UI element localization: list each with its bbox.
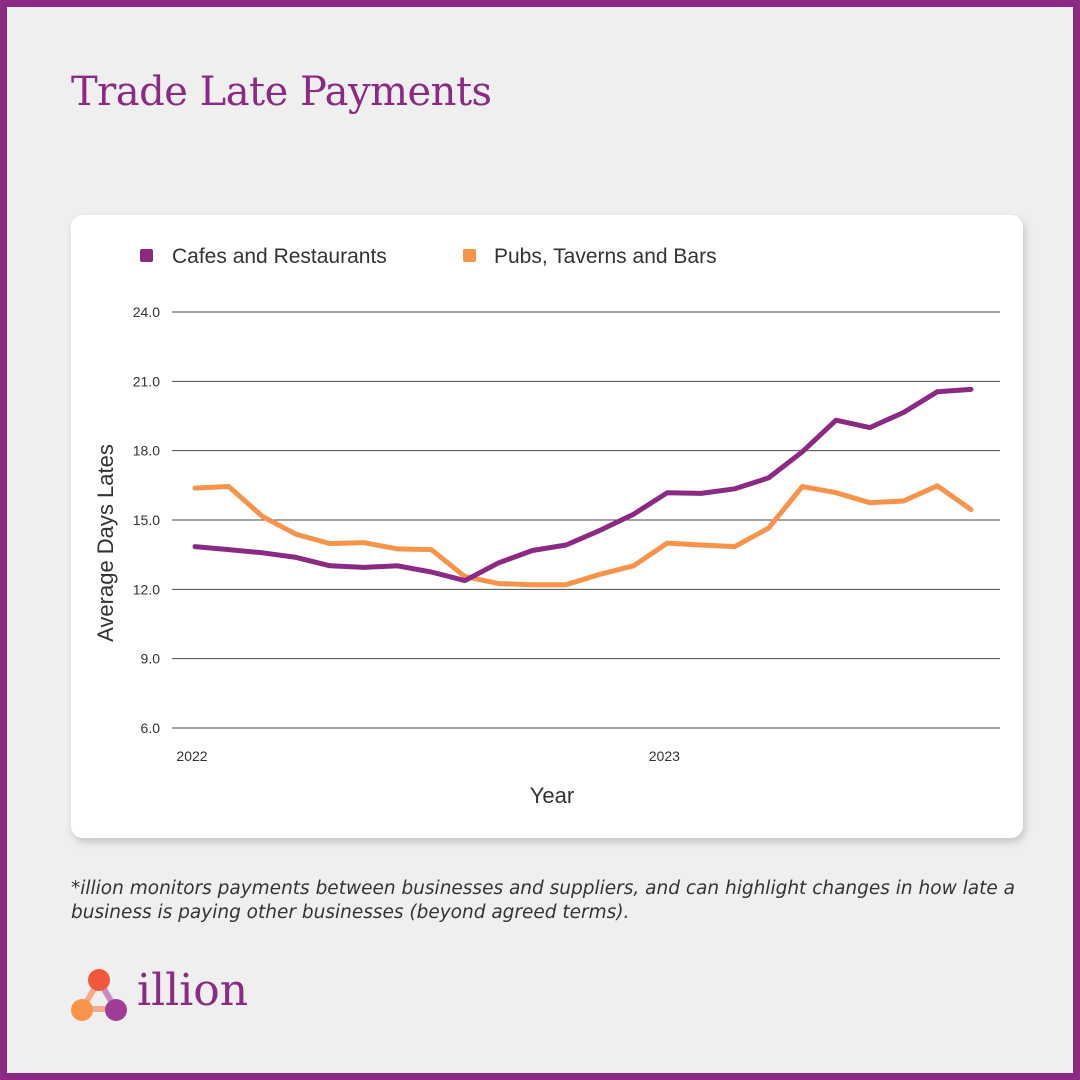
legend-swatch-pubs <box>463 249 476 262</box>
illion-wordmark: illion <box>137 965 249 1016</box>
y-tick-label: 6.0 <box>141 720 161 736</box>
x-axis-title: Year <box>530 783 574 808</box>
gridlines <box>172 311 1000 729</box>
y-tick-label: 9.0 <box>141 651 161 667</box>
y-tick-label: 12.0 <box>133 581 160 597</box>
legend-label-cafes: Cafes and Restaurants <box>172 245 387 268</box>
line-chart: Cafes and Restaurants Pubs, Taverns and … <box>93 245 1000 808</box>
page-title: Trade Late Payments <box>71 69 492 115</box>
series-line-pubs <box>192 483 974 588</box>
x-tick-label: 2023 <box>649 748 680 764</box>
chart-card: Cafes and Restaurants Pubs, Taverns and … <box>71 215 1023 838</box>
y-axis-title: Average Days Lates <box>93 444 118 642</box>
y-axis-ticks: 24.0 21.0 18.0 15.0 12.0 9.0 6.0 <box>133 304 160 736</box>
x-tick-label: 2022 <box>176 748 207 764</box>
y-tick-label: 18.0 <box>133 443 160 459</box>
y-tick-label: 15.0 <box>133 512 160 528</box>
x-axis-ticks: 2022 2023 <box>176 748 680 764</box>
legend-label-pubs: Pubs, Taverns and Bars <box>494 245 717 268</box>
y-tick-label: 21.0 <box>133 373 160 389</box>
illion-logo-icon <box>71 969 127 1021</box>
footnote: *illion monitors payments between busine… <box>71 878 1015 923</box>
legend-swatch-cafes <box>140 249 153 262</box>
series-lines <box>192 386 974 588</box>
y-tick-label: 24.0 <box>133 304 160 320</box>
series-line-cafes <box>192 386 974 584</box>
legend: Cafes and Restaurants Pubs, Taverns and … <box>140 245 717 268</box>
